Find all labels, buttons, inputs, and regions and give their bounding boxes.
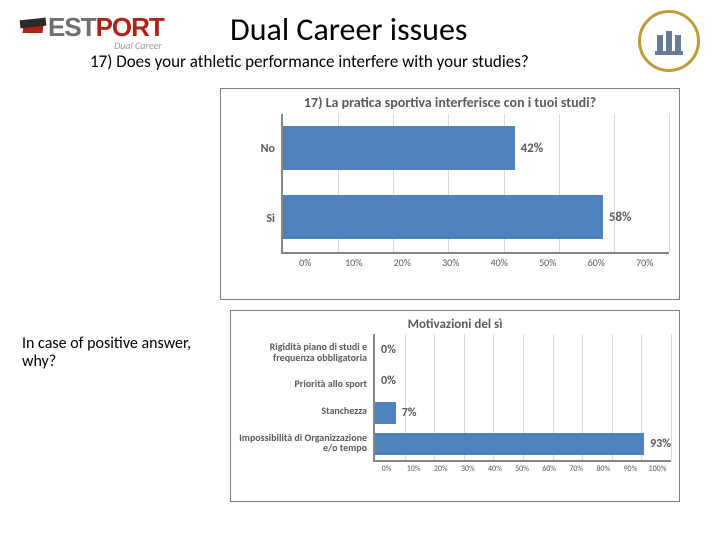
chart1-y-labels: No Si <box>221 114 281 254</box>
university-seal-icon <box>638 10 700 72</box>
chart2-title: Motivazioni del sì <box>231 311 679 334</box>
bar-row: 58% <box>283 195 669 239</box>
chart2-cat-1: Priorità allo sport <box>231 379 367 390</box>
chart-motivations: Motivazioni del sì Rigidità piano di stu… <box>230 310 680 502</box>
chart2-cat-0: Rigidità piano di studi e frequenza obbl… <box>231 342 367 363</box>
graduation-cap-icon <box>20 19 46 37</box>
sub-question: 17) Does your athletic performance inter… <box>90 51 529 72</box>
chart2-cat-2: Stanchezza <box>231 406 367 417</box>
chart2-cat-3: Impossibilità di Organizzazione e/o temp… <box>231 433 367 454</box>
side-note: In case of positive answer, why? <box>22 335 192 372</box>
chart1-title: 17) La pratica sportiva interferisce con… <box>221 89 679 114</box>
bar-row: 0% <box>375 339 671 361</box>
chart-interference: 17) La pratica sportiva interferisce con… <box>220 88 680 300</box>
header: ESTPORT Dual Career Dual Career issues 1… <box>20 8 700 68</box>
page-title: Dual Career issues <box>230 10 467 49</box>
bar-row: 7% <box>375 402 671 424</box>
bar-row: 42% <box>283 126 669 170</box>
bar-row: 93% <box>375 433 671 455</box>
chart1-x-labels: 0%10%20%30%40%50%60%70% <box>281 254 679 269</box>
chart1-cat-1: Si <box>221 212 275 226</box>
bar-row: 0% <box>375 370 671 392</box>
chart1-plot: 42% 58% <box>281 114 669 254</box>
estport-logo: ESTPORT Dual Career <box>20 12 164 52</box>
chart2-plot: 0% 0% 7% 93% <box>373 334 671 462</box>
chart2-y-labels: Rigidità piano di studi e frequenza obbl… <box>231 334 373 462</box>
chart1-cat-0: No <box>221 142 275 156</box>
chart2-x-labels: 0%10%20%30%40%50%60%70%80%90%100% <box>373 462 679 474</box>
slide: ESTPORT Dual Career Dual Career issues 1… <box>0 0 720 540</box>
